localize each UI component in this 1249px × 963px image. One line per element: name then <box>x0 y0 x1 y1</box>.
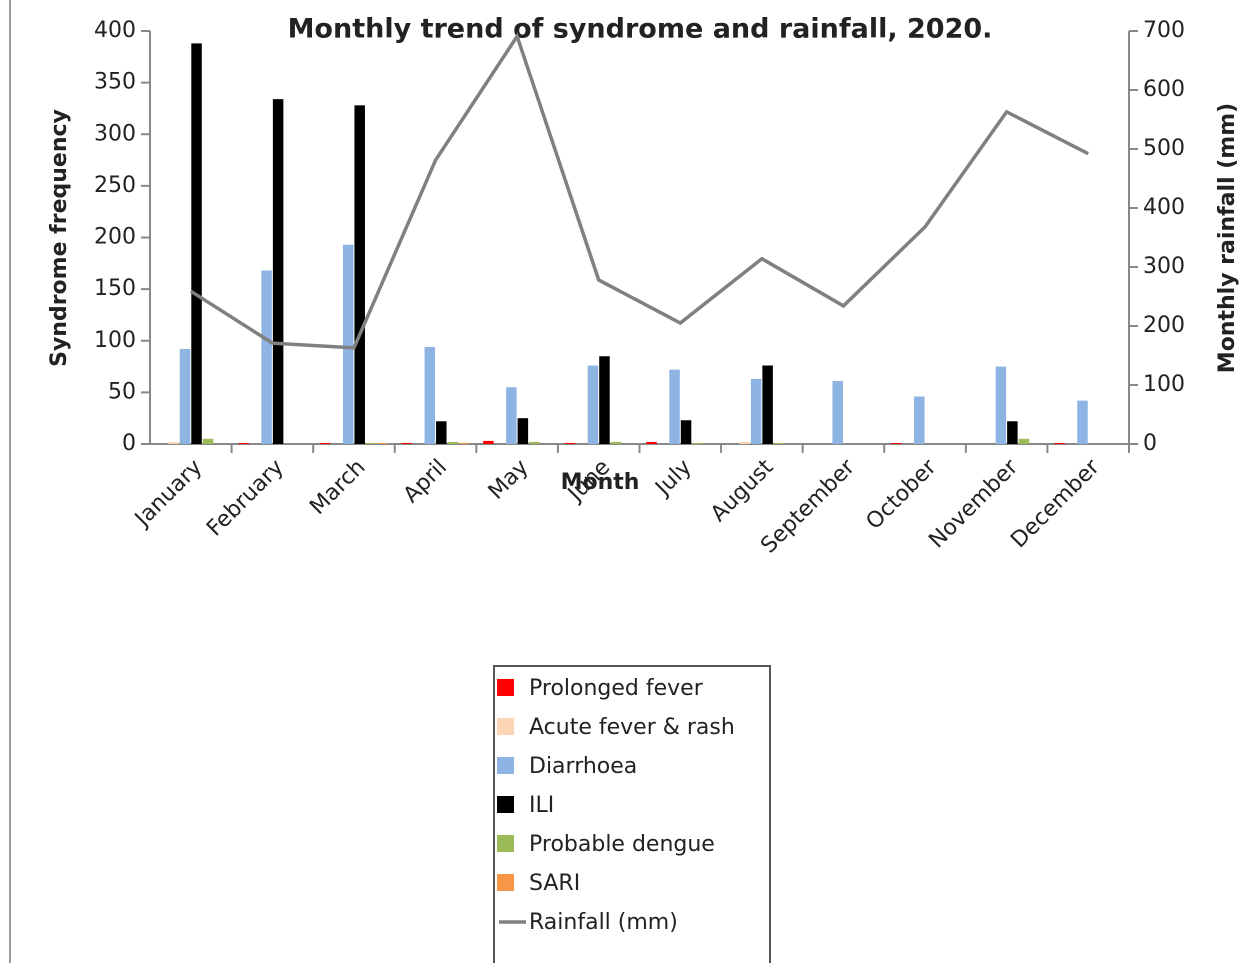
x-tick-label: January <box>129 455 207 533</box>
y-tick-label: 50 <box>108 379 136 404</box>
y2-tick-label: 600 <box>1143 77 1185 102</box>
bar <box>483 440 494 444</box>
legend-swatch <box>497 679 514 696</box>
bar <box>436 421 447 444</box>
legend-label: Probable dengue <box>529 832 715 857</box>
bar <box>587 365 599 444</box>
y2-tick-label: 100 <box>1143 372 1185 397</box>
bar <box>599 356 610 444</box>
x-tick-label: July <box>650 455 697 502</box>
y-tick-label: 350 <box>94 70 136 95</box>
bar <box>762 365 773 444</box>
bar <box>995 366 1007 444</box>
bar <box>238 442 249 444</box>
bar <box>401 442 413 444</box>
x-axis-label: Month <box>561 470 640 495</box>
legend-swatch <box>497 718 514 735</box>
legend-label: Diarrhoea <box>529 754 637 779</box>
bar <box>202 438 214 444</box>
bar <box>319 442 331 444</box>
bar <box>610 441 622 444</box>
y2-tick-label: 0 <box>1143 431 1157 456</box>
y-tick-label: 150 <box>94 276 136 301</box>
chart-title: Monthly trend of syndrome and rainfall, … <box>288 14 993 45</box>
bar <box>891 442 902 444</box>
bar <box>692 442 703 444</box>
bar <box>377 442 388 444</box>
y2-tick-label: 200 <box>1143 313 1185 338</box>
bar <box>680 420 692 444</box>
y-tick-label: 100 <box>94 328 136 353</box>
y2-tick-label: 500 <box>1143 136 1185 161</box>
bar <box>506 387 517 444</box>
bar <box>179 349 191 444</box>
bar <box>365 442 377 444</box>
bar <box>447 441 459 444</box>
legend-box <box>493 665 771 963</box>
y-tick-label: 0 <box>122 431 136 456</box>
bar <box>750 378 762 444</box>
bar <box>669 369 680 444</box>
bar <box>168 441 179 444</box>
x-tick-label: April <box>399 455 452 508</box>
legend-swatch <box>497 835 514 852</box>
bar <box>832 381 843 444</box>
legend-swatch <box>497 757 514 774</box>
legend-label: Rainfall (mm) <box>529 910 678 935</box>
legend-swatch <box>497 874 514 891</box>
y-tick-label: 250 <box>94 173 136 198</box>
y2-tick-label: 400 <box>1143 195 1185 220</box>
legend-label: Acute fever & rash <box>529 715 735 740</box>
bar <box>459 442 470 444</box>
bar <box>517 418 529 444</box>
line <box>189 32 1090 350</box>
legend-swatch <box>497 796 514 813</box>
bar <box>191 43 202 444</box>
bar <box>1054 442 1065 444</box>
x-tick-label: February <box>202 455 289 542</box>
bar <box>1018 438 1030 444</box>
y-tick-label: 400 <box>94 18 136 43</box>
bar <box>564 442 576 444</box>
bar <box>1007 421 1018 444</box>
legend-label: ILI <box>529 793 554 818</box>
bar <box>646 441 657 444</box>
y2-tick-label: 700 <box>1143 18 1185 43</box>
bar <box>739 441 750 444</box>
bar <box>914 396 925 444</box>
x-tick-label: May <box>484 455 534 505</box>
x-tick-label: March <box>305 455 370 520</box>
bar <box>773 442 785 444</box>
bar <box>354 105 365 444</box>
y-axis-label: Syndrome frequency <box>47 109 72 367</box>
bar <box>261 270 272 444</box>
y2-axis-label: Monthly rainfall (mm) <box>1215 103 1240 373</box>
legend-label: Prolonged fever <box>529 676 704 701</box>
y-tick-label: 200 <box>94 225 136 250</box>
bar <box>1077 400 1088 444</box>
x-tick-label: October <box>862 454 943 535</box>
bar <box>272 99 284 445</box>
x-tick-label: August <box>706 455 778 527</box>
bar <box>424 346 436 444</box>
bar <box>342 244 354 444</box>
legend-label: SARI <box>529 871 580 896</box>
y2-tick-label: 300 <box>1143 254 1185 279</box>
bar <box>529 441 540 444</box>
x-tick-label: December <box>1006 454 1105 553</box>
y-tick-label: 300 <box>94 121 136 146</box>
